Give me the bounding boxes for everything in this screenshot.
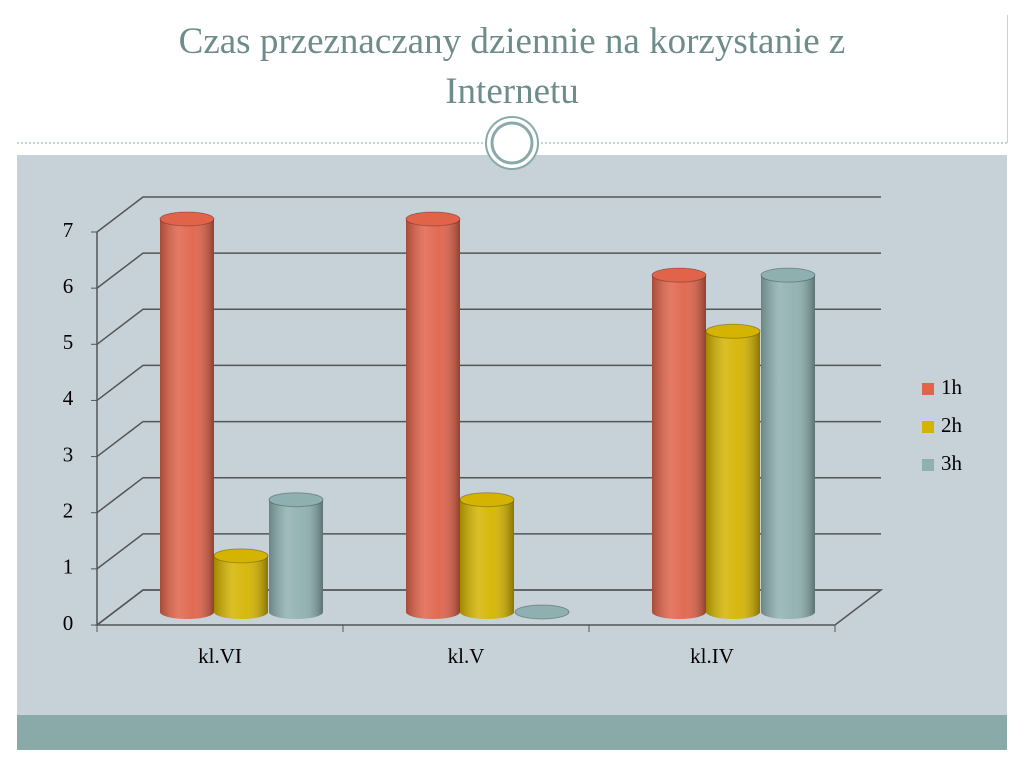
bar-cap xyxy=(705,323,761,339)
y-tick-label: 5 xyxy=(63,330,74,354)
legend-label: 3h xyxy=(941,451,963,475)
legend-label: 1h xyxy=(941,375,963,399)
frame-edge xyxy=(1007,15,1008,143)
bar-cap xyxy=(459,492,515,508)
bar-cap xyxy=(213,548,269,564)
plot: 0 1 2 3 4 5 6 7 kl.VI kl.V kl.IV 1h 2h 3h xyxy=(63,196,963,668)
bar-shading xyxy=(160,212,214,619)
y-tick-label: 0 xyxy=(63,611,74,635)
grid-line xyxy=(96,533,881,570)
bar-shading xyxy=(460,492,514,619)
bar-cap xyxy=(159,211,215,227)
grid-line xyxy=(96,196,881,233)
y-tick-label: 2 xyxy=(63,499,74,523)
legend-swatch xyxy=(922,421,934,433)
y-tick-label: 4 xyxy=(63,386,74,410)
y-tick-label: 1 xyxy=(63,555,74,579)
grid-line xyxy=(96,308,881,345)
bar-shading xyxy=(406,212,460,619)
legend-label: 2h xyxy=(941,413,963,437)
grid-line xyxy=(96,420,881,458)
bar-shading xyxy=(214,548,268,619)
bar-cap xyxy=(514,604,570,620)
grid-line xyxy=(96,252,881,289)
grid-line xyxy=(96,589,881,626)
bar-cap xyxy=(651,267,707,283)
grid-line xyxy=(96,476,881,514)
bar-shading xyxy=(652,268,706,619)
chart-title: Czas przeznaczany dziennie na korzystani… xyxy=(179,21,846,112)
legend-swatch xyxy=(922,459,934,471)
x-tick-label: kl.VI xyxy=(198,644,242,668)
footer-band xyxy=(17,715,1007,750)
bar-shading xyxy=(761,268,815,619)
bar-shading xyxy=(706,324,760,619)
ornament xyxy=(490,121,534,165)
x-tick-label: kl.V xyxy=(448,644,485,668)
y-tick-label: 3 xyxy=(63,442,74,466)
bar-cap xyxy=(405,211,461,227)
bar-shading xyxy=(269,492,323,619)
y-tick-label: 7 xyxy=(63,218,74,242)
bar-cap xyxy=(268,492,324,508)
grid-line xyxy=(96,364,881,402)
bar-cap xyxy=(760,267,816,283)
legend-swatch xyxy=(922,383,934,395)
x-tick-label: kl.IV xyxy=(690,644,734,668)
y-tick-label: 6 xyxy=(63,274,74,298)
